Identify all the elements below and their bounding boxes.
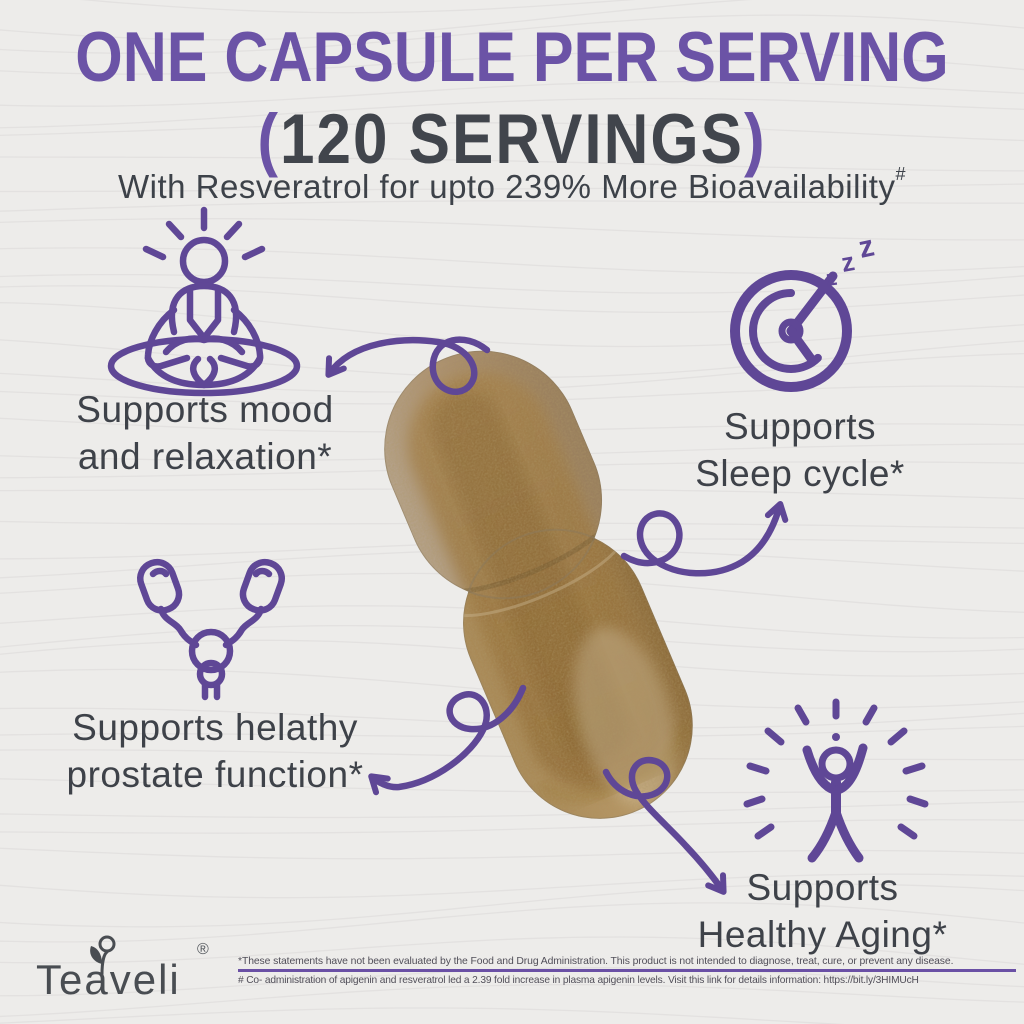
benefit-label-mood: Supports mood and relaxation*	[20, 386, 390, 481]
benefit-label-line: Healthy Aging*	[697, 914, 948, 956]
servings-title: (120 SERVINGS)	[0, 99, 1024, 180]
benefit-label-line: Supports	[746, 867, 899, 908]
benefit-label-line: prostate function*	[66, 754, 364, 796]
study-note: # Co- administration of apigenin and res…	[238, 975, 919, 986]
benefit-label-aging: Supports Healthy Aging*	[655, 864, 990, 959]
fineprint-divider	[238, 969, 1016, 972]
sprout-icon	[90, 935, 116, 976]
benefit-label-sleep: Supports Sleep cycle*	[655, 403, 945, 498]
servings-paren-close: )	[743, 100, 767, 179]
servings-paren-open: (	[257, 100, 281, 179]
benefit-label-line: Supports	[723, 406, 877, 447]
fda-disclaimer: *These statements have not been evaluate…	[238, 956, 954, 967]
benefit-label-line: and relaxation*	[77, 436, 333, 478]
brand-wordmark: Teaveli	[36, 956, 181, 1003]
benefit-label-line: Supports helathy	[72, 707, 358, 748]
main-title: ONE CAPSULE PER SERVING	[75, 17, 949, 97]
fineprint: *These statements have not been evaluate…	[238, 956, 1018, 986]
subtitle: With Resveratrol for upto 239% More Bioa…	[0, 164, 1024, 206]
benefit-label-line: Supports mood	[76, 389, 334, 430]
subtitle-superscript: #	[895, 164, 906, 184]
registered-trademark: ®	[197, 941, 209, 958]
benefit-label-prostate: Supports helathy prostate function*	[20, 704, 410, 799]
subtitle-text: With Resveratrol for upto 239% More Bioa…	[117, 168, 896, 205]
benefit-label-line: Sleep cycle*	[695, 453, 905, 495]
servings-text: 120 SERVINGS	[280, 100, 744, 179]
